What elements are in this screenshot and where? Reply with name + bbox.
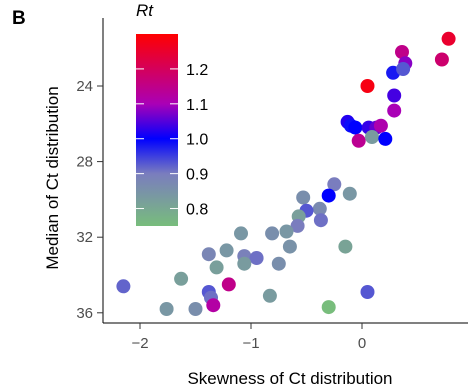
data-point: [360, 79, 375, 93]
data-point: [342, 186, 357, 201]
data-point: [387, 88, 402, 103]
data-point: [249, 251, 264, 265]
data-point: [378, 131, 393, 146]
data-point: [441, 31, 456, 46]
y-tick-label: 32: [76, 229, 93, 246]
data-point: [312, 201, 327, 216]
legend-label: 0.8: [186, 202, 208, 219]
data-point: [188, 302, 203, 316]
data-point: [234, 226, 248, 241]
x-axis-ticks: −2 −1 0: [131, 323, 366, 352]
y-tick-label: 36: [76, 305, 93, 322]
data-point: [338, 239, 353, 254]
data-point: [116, 279, 131, 294]
y-tick-label: 24: [76, 78, 93, 95]
data-point: [219, 243, 234, 258]
data-point: [296, 190, 311, 205]
data-point: [327, 177, 342, 192]
data-point: [209, 260, 224, 275]
plot-axes: [102, 18, 468, 324]
data-point: [221, 277, 236, 292]
x-tick-label: −1: [242, 335, 259, 352]
x-tick-label: −2: [131, 335, 148, 352]
data-point: [321, 300, 336, 315]
data-point: [387, 103, 402, 118]
panel-letter: B: [12, 8, 26, 29]
data-point: [373, 118, 388, 133]
data-point: [279, 224, 294, 239]
data-point: [174, 271, 189, 286]
data-point: [395, 45, 409, 59]
data-point: [262, 288, 277, 303]
data-point: [351, 133, 366, 148]
legend-label: 1.1: [186, 97, 208, 114]
y-tick-label: 28: [76, 154, 93, 171]
data-point: [365, 130, 379, 144]
data-point: [321, 188, 336, 203]
legend-label: 0.9: [186, 167, 208, 184]
legend-colorbar: [136, 34, 178, 226]
data-point: [348, 120, 363, 135]
data-point: [282, 239, 297, 254]
data-point: [201, 247, 216, 262]
legend-breaks: 0.8 0.9 1.0 1.1 1.2: [136, 62, 208, 219]
data-point: [271, 256, 286, 271]
legend-title: Rt: [136, 1, 154, 20]
data-point: [360, 285, 375, 299]
legend-label: 1.2: [186, 62, 208, 79]
data-point: [434, 52, 449, 67]
data-point: [396, 62, 411, 76]
data-point: [313, 213, 328, 228]
x-axis-title: Skewness of Ct distribution: [187, 369, 392, 388]
y-axis-ticks: 24 28 32 36: [76, 78, 103, 322]
data-point: [206, 298, 221, 313]
data-point: [290, 218, 305, 233]
data-points: [116, 31, 456, 316]
x-tick-label: 0: [358, 335, 366, 352]
data-point: [265, 226, 280, 241]
data-point: [237, 256, 252, 271]
color-legend: Rt 0.8 0.9 1.0 1.1 1.2: [136, 1, 208, 226]
legend-label: 1.0: [186, 132, 208, 149]
y-axis-title: Median of Ct distribution: [43, 86, 62, 269]
data-point: [159, 302, 174, 316]
